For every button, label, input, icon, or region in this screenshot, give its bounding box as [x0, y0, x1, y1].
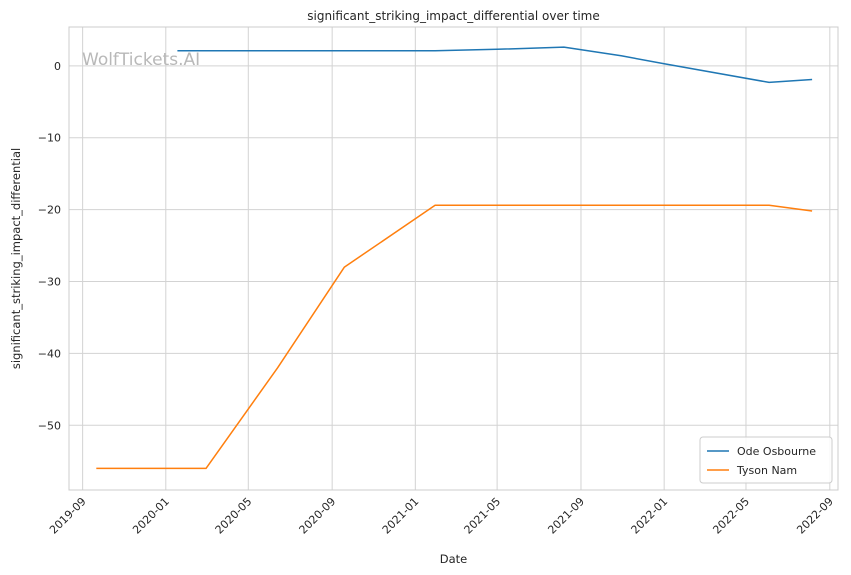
x-tick-label: 2021-09 — [545, 495, 587, 537]
y-tick-label: −40 — [38, 347, 61, 360]
x-tick-label: 2020-09 — [297, 495, 339, 537]
y-tick-label: −20 — [38, 204, 61, 217]
y-axis-title: significant_striking_impact_differential — [9, 148, 23, 369]
legend-label-0: Ode Osbourne — [737, 445, 816, 458]
x-tick-labels: 2019-09 2020-01 2020-05 2020-09 2021-01 2021-… — [47, 495, 836, 537]
plot-frame — [68, 26, 839, 491]
x-tick-label: 2022-09 — [794, 495, 836, 537]
x-tick-label: 2020-01 — [130, 495, 172, 537]
x-tick-label: 2022-01 — [629, 495, 671, 537]
legend-box — [699, 436, 833, 484]
x-tick-label: 2022-05 — [710, 495, 752, 537]
y-tick-labels: 0 −10 −20 −30 −40 −50 — [38, 60, 61, 432]
chart-title: significant_striking_impact_differential… — [307, 9, 599, 23]
y-tick-label: 0 — [54, 60, 61, 73]
x-axis-title: Date — [440, 552, 468, 566]
x-tick-label: 2019-09 — [47, 495, 89, 537]
legend-label-1: Tyson Nam — [736, 464, 797, 477]
x-gridlines — [82, 27, 831, 490]
series-line-1 — [96, 204, 813, 470]
watermark-text: WolfTickets.AI — [82, 50, 200, 70]
series-layer — [96, 46, 813, 470]
y-gridlines — [69, 65, 838, 426]
legend: Ode Osbourne Tyson Nam — [699, 436, 833, 484]
x-tick-label: 2020-05 — [213, 495, 255, 537]
y-tick-label: −50 — [38, 419, 61, 432]
y-tick-label: −10 — [38, 132, 61, 145]
x-tick-label: 2021-05 — [462, 495, 504, 537]
y-tick-label: −30 — [38, 276, 61, 289]
series-line-0 — [177, 46, 813, 84]
x-tick-label: 2021-01 — [380, 495, 422, 537]
